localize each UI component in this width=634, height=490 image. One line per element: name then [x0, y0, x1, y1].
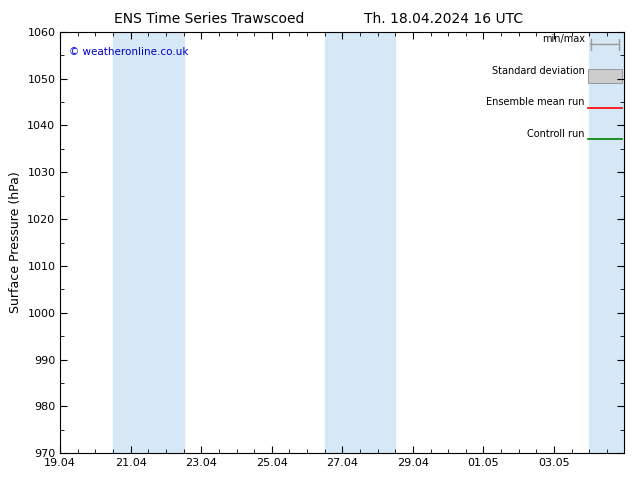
Text: ENS Time Series Trawscoed: ENS Time Series Trawscoed	[114, 12, 304, 26]
Text: min/max: min/max	[542, 34, 585, 44]
Text: Standard deviation: Standard deviation	[492, 66, 585, 75]
Y-axis label: Surface Pressure (hPa): Surface Pressure (hPa)	[9, 172, 22, 314]
Text: © weatheronline.co.uk: © weatheronline.co.uk	[68, 47, 188, 57]
FancyBboxPatch shape	[588, 69, 622, 83]
Text: Ensemble mean run: Ensemble mean run	[486, 97, 585, 107]
Text: Th. 18.04.2024 16 UTC: Th. 18.04.2024 16 UTC	[365, 12, 523, 26]
Bar	[589, 32, 624, 453]
Bar	[325, 32, 395, 453]
Bar	[113, 32, 184, 453]
Text: Controll run: Controll run	[527, 129, 585, 139]
